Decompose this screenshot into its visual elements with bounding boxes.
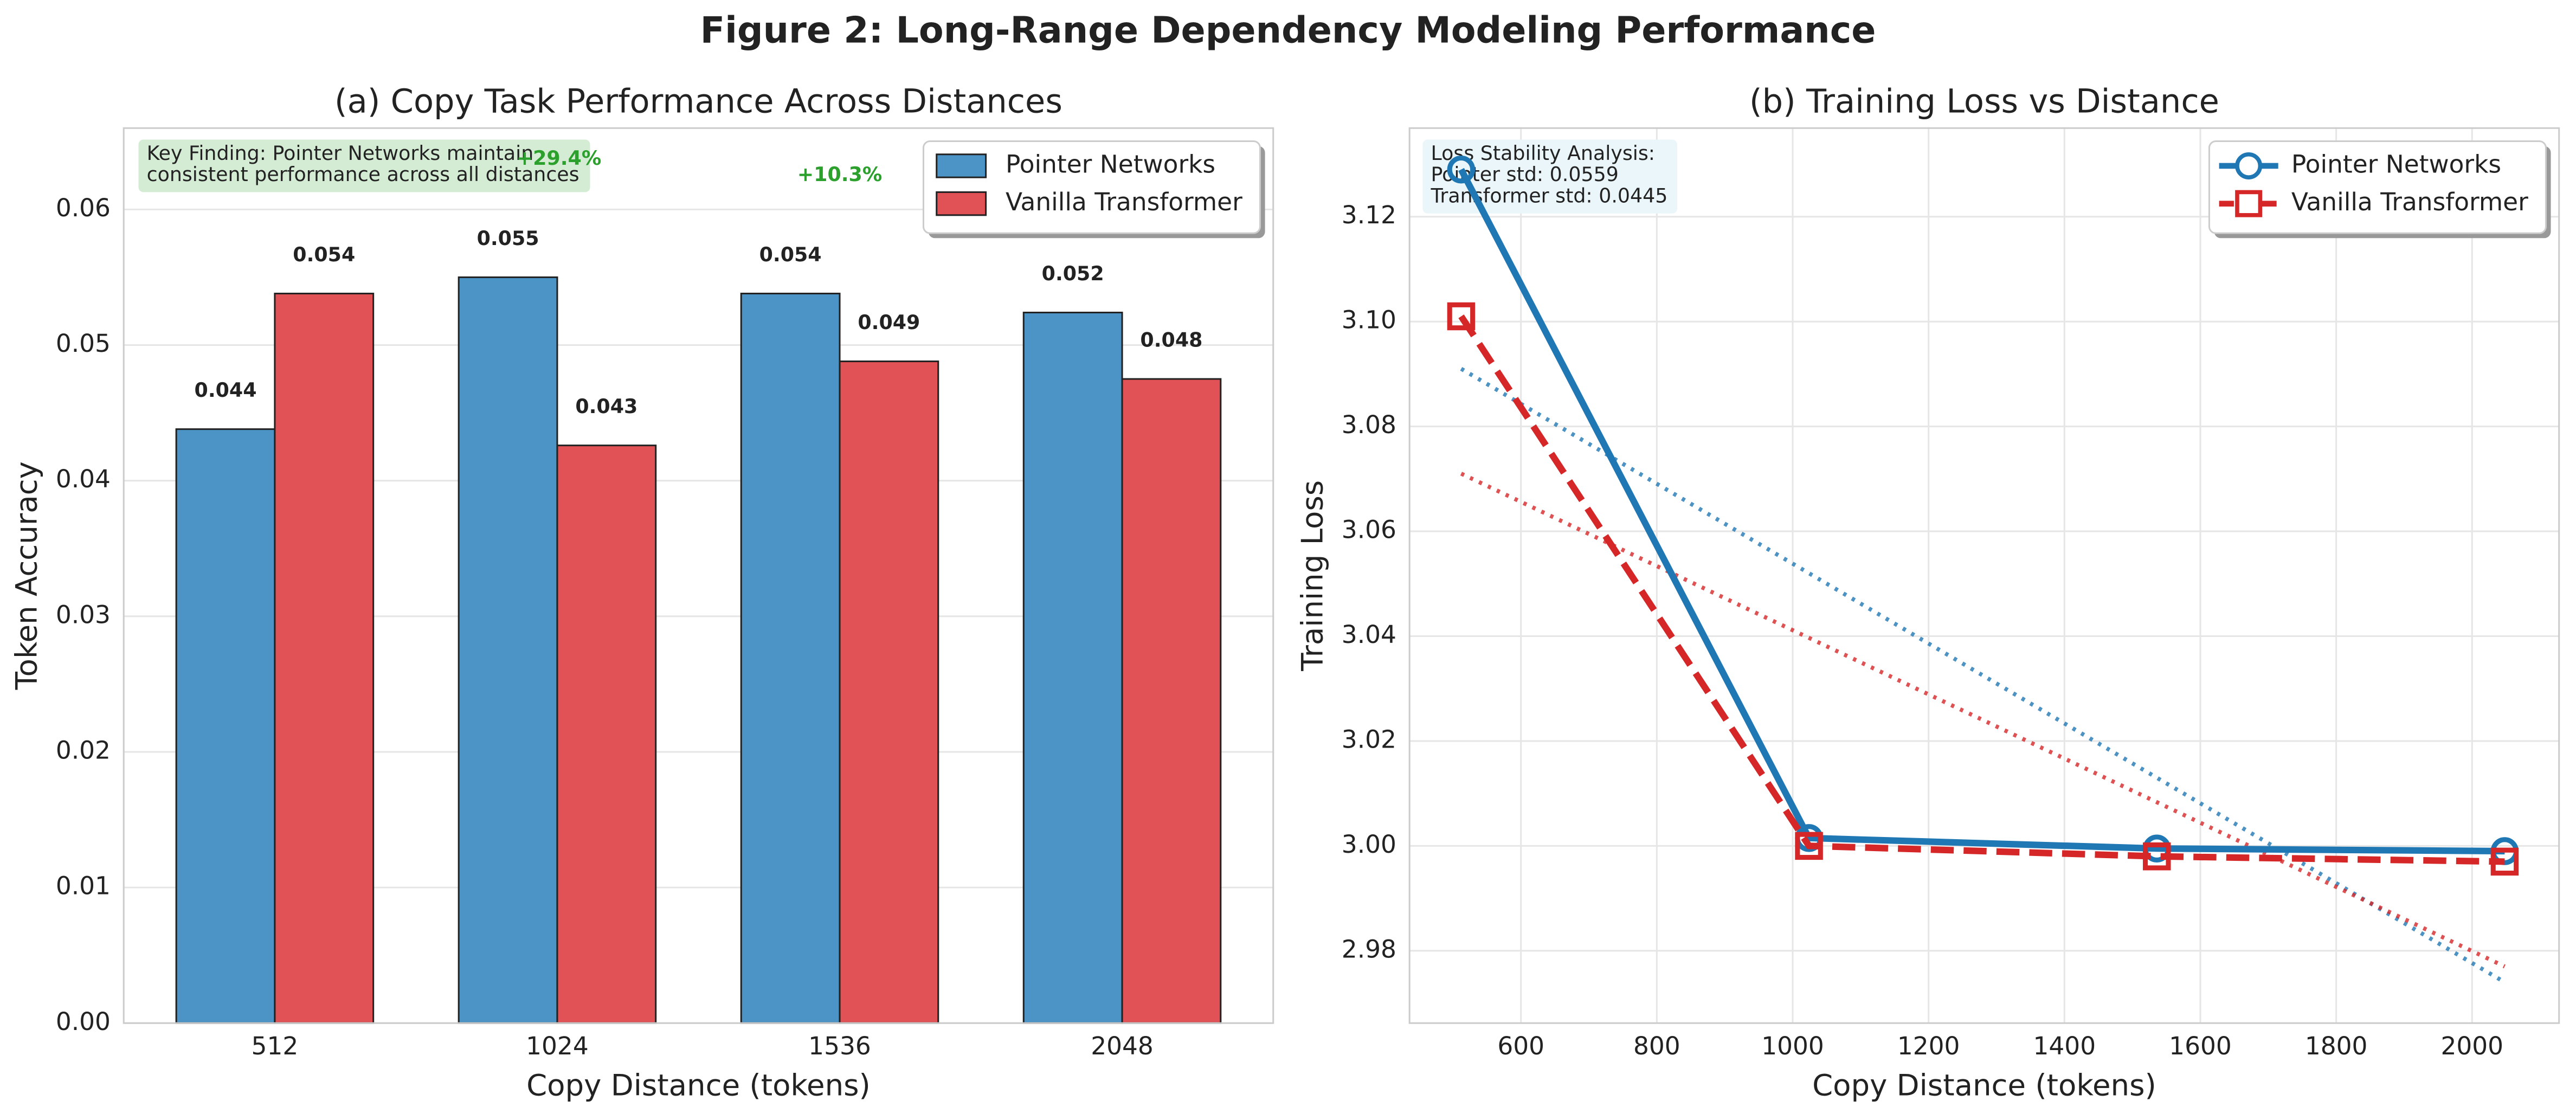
annotation: +10.3% [797, 163, 883, 186]
x-tick-label: 1000 [1761, 1032, 1824, 1060]
x-tick-label: 2000 [2440, 1032, 2503, 1060]
note-box [1422, 139, 1677, 214]
series-line [1458, 168, 2505, 855]
legend-marker [2235, 152, 2263, 179]
legend-label: Vanilla Transformer [1006, 188, 1242, 216]
annotation: +29.4% [517, 146, 602, 170]
bar [1022, 311, 1123, 1024]
note-text: Key Finding: Pointer Networks maintain [147, 141, 534, 165]
point [2490, 847, 2519, 876]
bar [458, 276, 558, 1024]
x-tick-label: 1536 [808, 1032, 871, 1060]
x-tick-label: 1200 [1897, 1032, 1960, 1060]
y-tick-label: 0.05 [56, 329, 111, 358]
legend-label: Pointer Networks [1006, 150, 1215, 178]
x-axis-label: Copy Distance (tokens) [1812, 1068, 2156, 1103]
x-tick-label: 600 [1497, 1032, 1544, 1060]
legend-label: Pointer Networks [2291, 150, 2501, 178]
y-tick-label: 3.02 [1342, 725, 1396, 754]
x-tick-label: 1024 [526, 1032, 589, 1060]
note-text: consistent performance across all distan… [147, 163, 579, 186]
y-tick-label: 2.98 [1342, 935, 1396, 963]
x-tick-label: 800 [1633, 1032, 1680, 1060]
y-tick-label: 0.00 [56, 1007, 111, 1036]
x-tick-label: 1600 [2169, 1032, 2232, 1060]
point [2143, 842, 2171, 871]
series-line [1458, 314, 2505, 865]
y-tick-label: 3.04 [1342, 620, 1396, 649]
value-label: 0.044 [195, 378, 257, 402]
y-axis-label: Token Accuracy [9, 461, 44, 690]
figure-title: Figure 2: Long-Range Dependency Modeling… [700, 9, 1876, 52]
bar [556, 445, 657, 1024]
y-tick-label: 0.04 [56, 465, 111, 493]
y-tick-label: 3.10 [1342, 306, 1396, 334]
legend-swatch [936, 153, 987, 178]
x-tick-label: 512 [252, 1032, 299, 1060]
plot-frame [123, 127, 1274, 1024]
note-text: Transformer std: 0.0445 [1431, 184, 1668, 208]
point [1447, 155, 1476, 184]
value-label: 0.049 [858, 311, 920, 334]
point [1447, 302, 1476, 331]
value-label: 0.054 [293, 243, 355, 266]
y-tick-label: 0.06 [56, 194, 111, 222]
x-axis-label: Copy Distance (tokens) [526, 1068, 871, 1103]
value-label: 0.055 [477, 227, 539, 250]
y-tick-label: 3.08 [1342, 410, 1396, 439]
value-label: 0.043 [575, 395, 637, 418]
y-tick-label: 3.06 [1342, 516, 1396, 544]
plot-frame [1408, 127, 2560, 1024]
y-tick-label: 3.00 [1342, 830, 1396, 859]
note-box [138, 139, 590, 192]
panel-title: (a) Copy Task Performance Across Distanc… [334, 82, 1062, 120]
note-text: Loss Stability Analysis: [1431, 141, 1656, 165]
y-tick-label: 0.03 [56, 600, 111, 629]
legend-marker [2235, 190, 2263, 217]
bar [274, 292, 375, 1024]
value-label: 0.048 [1140, 328, 1202, 351]
bar [839, 361, 939, 1024]
x-tick-label: 2048 [1091, 1032, 1154, 1060]
x-tick-label: 1800 [2305, 1032, 2368, 1060]
y-tick-label: 0.02 [56, 736, 111, 764]
legend-box [2208, 140, 2547, 234]
bar [1121, 378, 1222, 1024]
y-tick-label: 3.12 [1342, 201, 1396, 229]
value-label: 0.054 [759, 243, 822, 266]
legend-swatch [936, 191, 987, 216]
panel-title: (b) Training Loss vs Distance [1749, 82, 2219, 120]
point [1795, 832, 1823, 860]
legend-box [922, 140, 1261, 234]
value-label: 0.052 [1042, 262, 1104, 285]
y-tick-label: 0.01 [56, 872, 111, 900]
x-tick-label: 1400 [2033, 1032, 2096, 1060]
y-axis-label: Training Loss [1295, 480, 1330, 672]
bar [740, 292, 841, 1024]
bar [175, 428, 276, 1024]
legend-label: Vanilla Transformer [2291, 188, 2528, 216]
